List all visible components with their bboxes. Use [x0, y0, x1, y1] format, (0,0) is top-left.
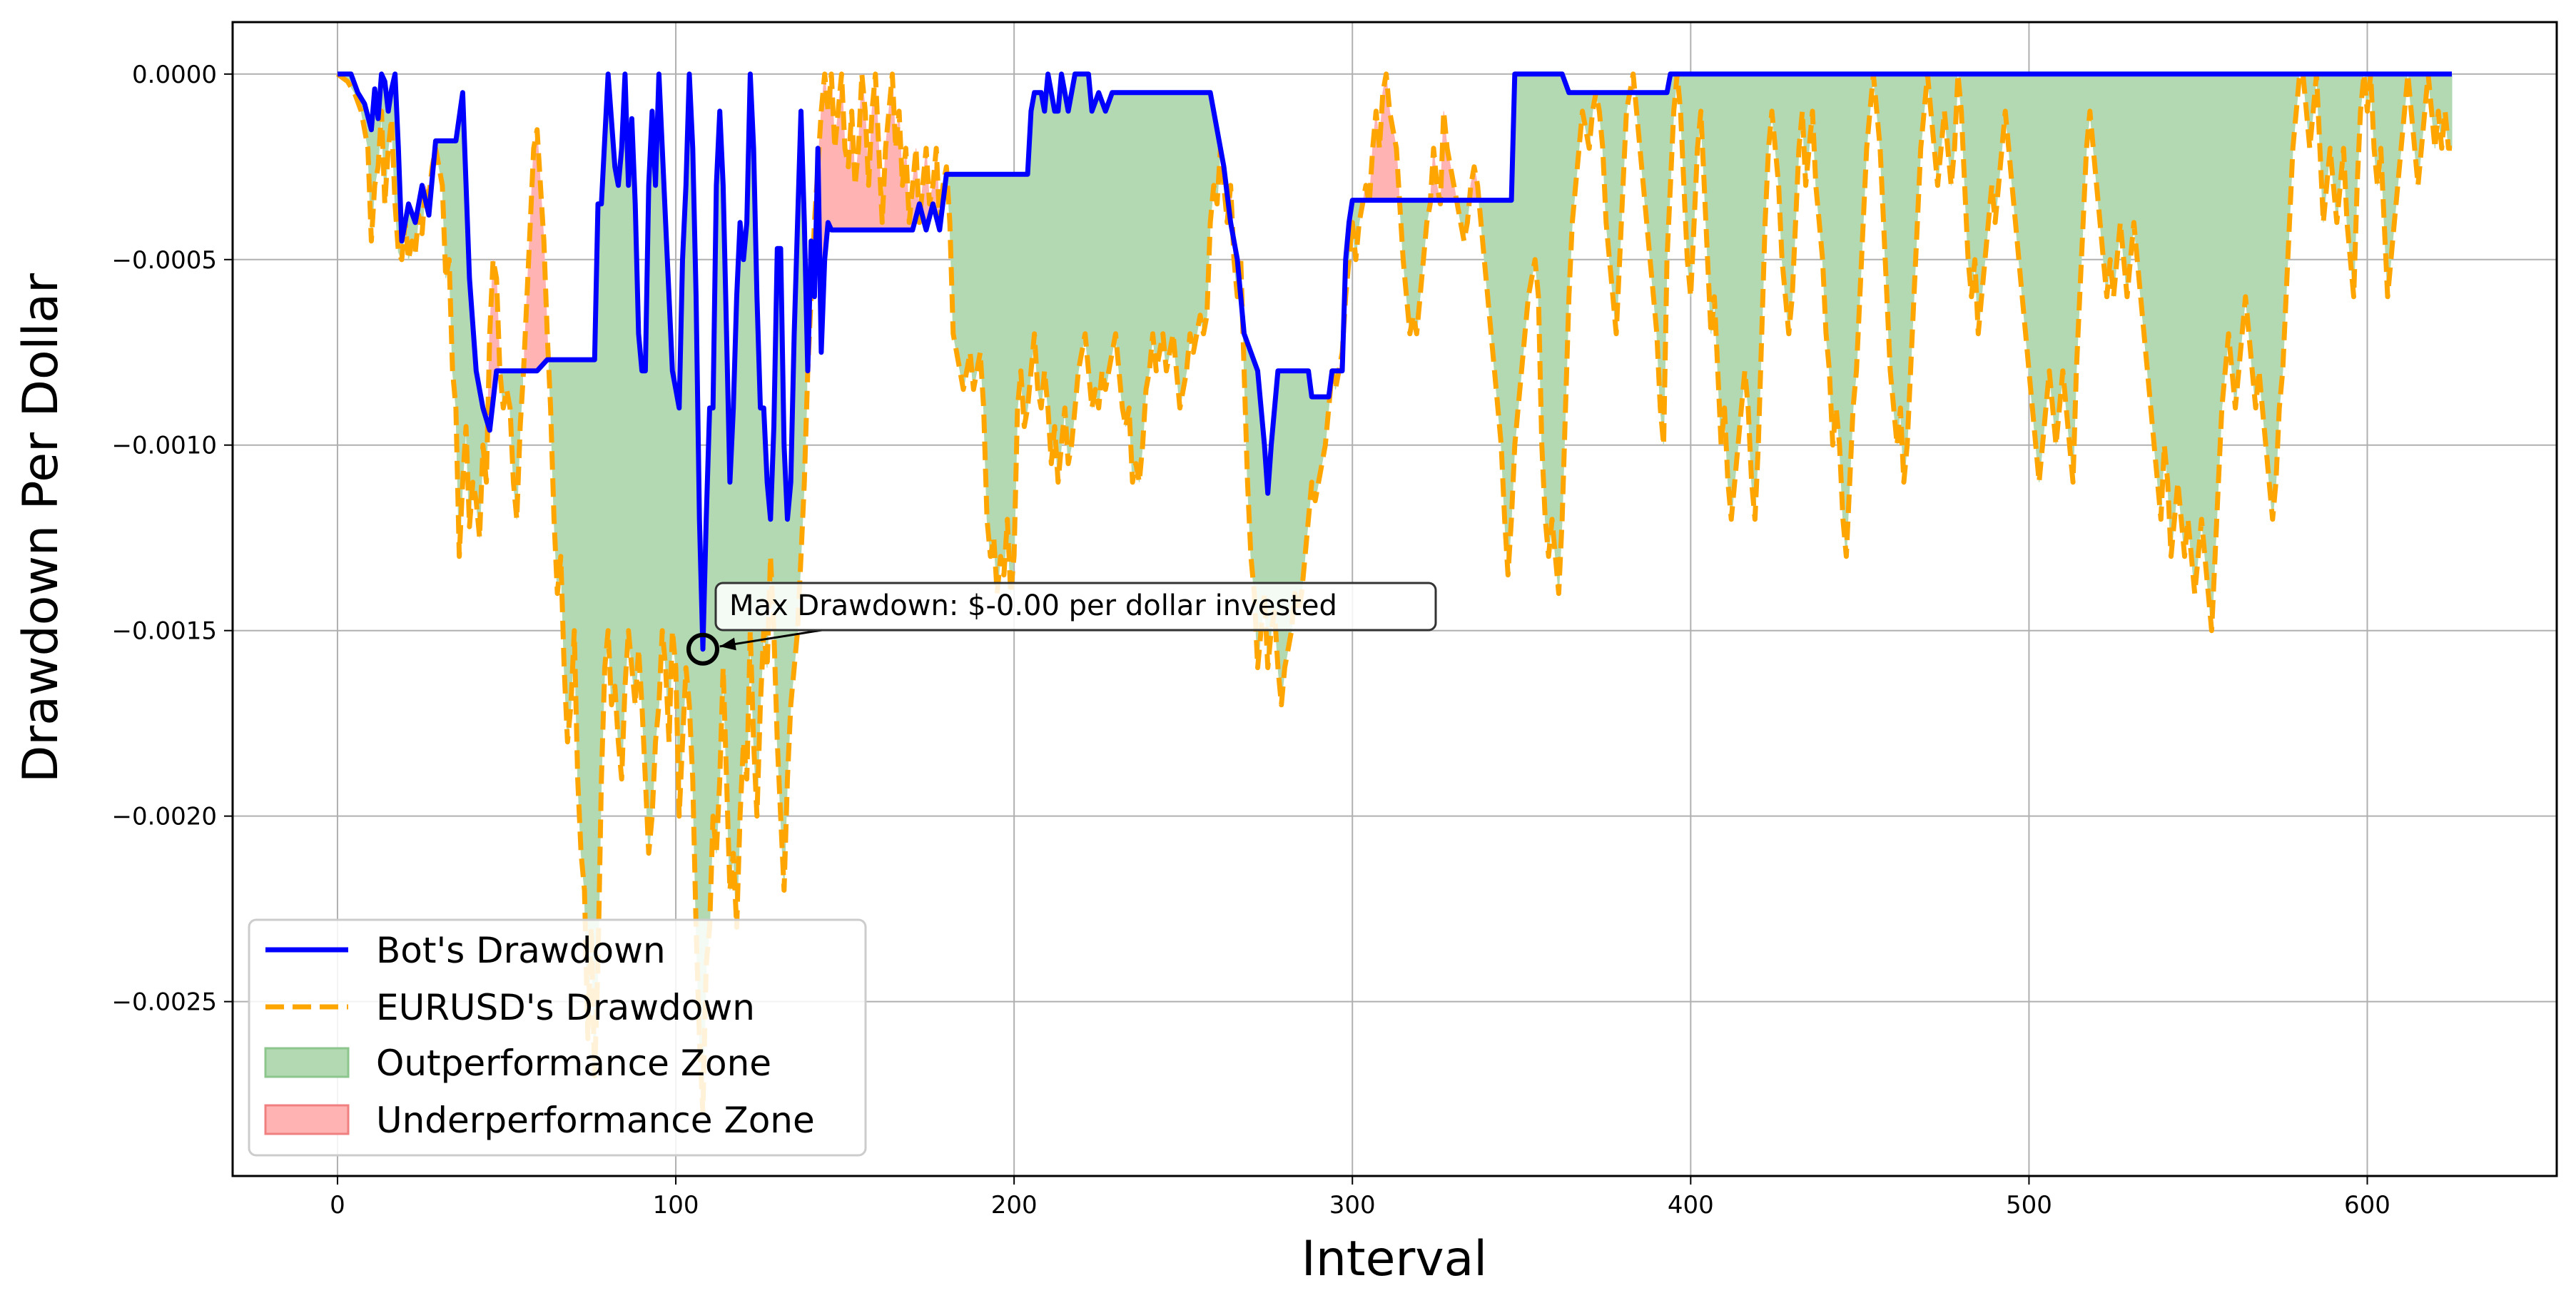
annotation-arrow [719, 629, 823, 648]
legend-swatch-outperformance [264, 1047, 350, 1078]
legend-box [248, 918, 867, 1157]
x-axis-ticks: 0 100 200 300 400 500 600 [330, 1176, 2390, 1220]
y-tick-label: 0.0000 [132, 61, 217, 89]
annotation-text: Max Drawdown: $-0.00 per dollar invested [729, 589, 1337, 622]
x-tick-label: 0 [330, 1191, 345, 1220]
x-tick-label: 600 [2344, 1191, 2390, 1220]
max-drawdown-marker [686, 632, 719, 666]
y-axis-title: Drawdown Per Dollar [13, 273, 69, 783]
legend-label-eurusd: EURUSD's Drawdown [376, 987, 755, 1028]
y-tick-label: −0.0005 [112, 246, 217, 275]
x-tick-label: 300 [1329, 1191, 1376, 1220]
annotation-box [714, 582, 1437, 632]
x-tick-label: 100 [653, 1191, 699, 1220]
y-tick-label: −0.0020 [112, 803, 217, 831]
x-tick-label: 200 [991, 1191, 1038, 1220]
legend-label-bot: Bot's Drawdown [376, 930, 666, 971]
zone-fills [338, 73, 2453, 1113]
annotation-arrowhead [719, 637, 736, 651]
max-drawdown-annotation: Max Drawdown: $-0.00 per dollar invested [686, 582, 1437, 666]
y-tick-label: −0.0025 [112, 988, 217, 1017]
legend-label-outperformance: Outperformance Zone [376, 1043, 771, 1084]
x-tick-label: 500 [2006, 1191, 2052, 1220]
bot-drawdown-line [338, 71, 2452, 652]
legend-label-underperformance: Underperformance Zone [376, 1100, 815, 1141]
legend-swatch-underperformance [264, 1104, 350, 1135]
y-tick-label: −0.0010 [112, 432, 217, 460]
x-axis-title: Interval [1302, 1231, 1487, 1287]
x-tick-label: 400 [1668, 1191, 1714, 1220]
y-tick-label: −0.0015 [112, 617, 217, 646]
legend: Bot's Drawdown EURUSD's Drawdown Outperf… [248, 918, 867, 1157]
y-axis-ticks: 0.0000 −0.0005 −0.0010 −0.0015 −0.0020 −0.002… [112, 61, 233, 1017]
plot-frame [231, 21, 2558, 1177]
